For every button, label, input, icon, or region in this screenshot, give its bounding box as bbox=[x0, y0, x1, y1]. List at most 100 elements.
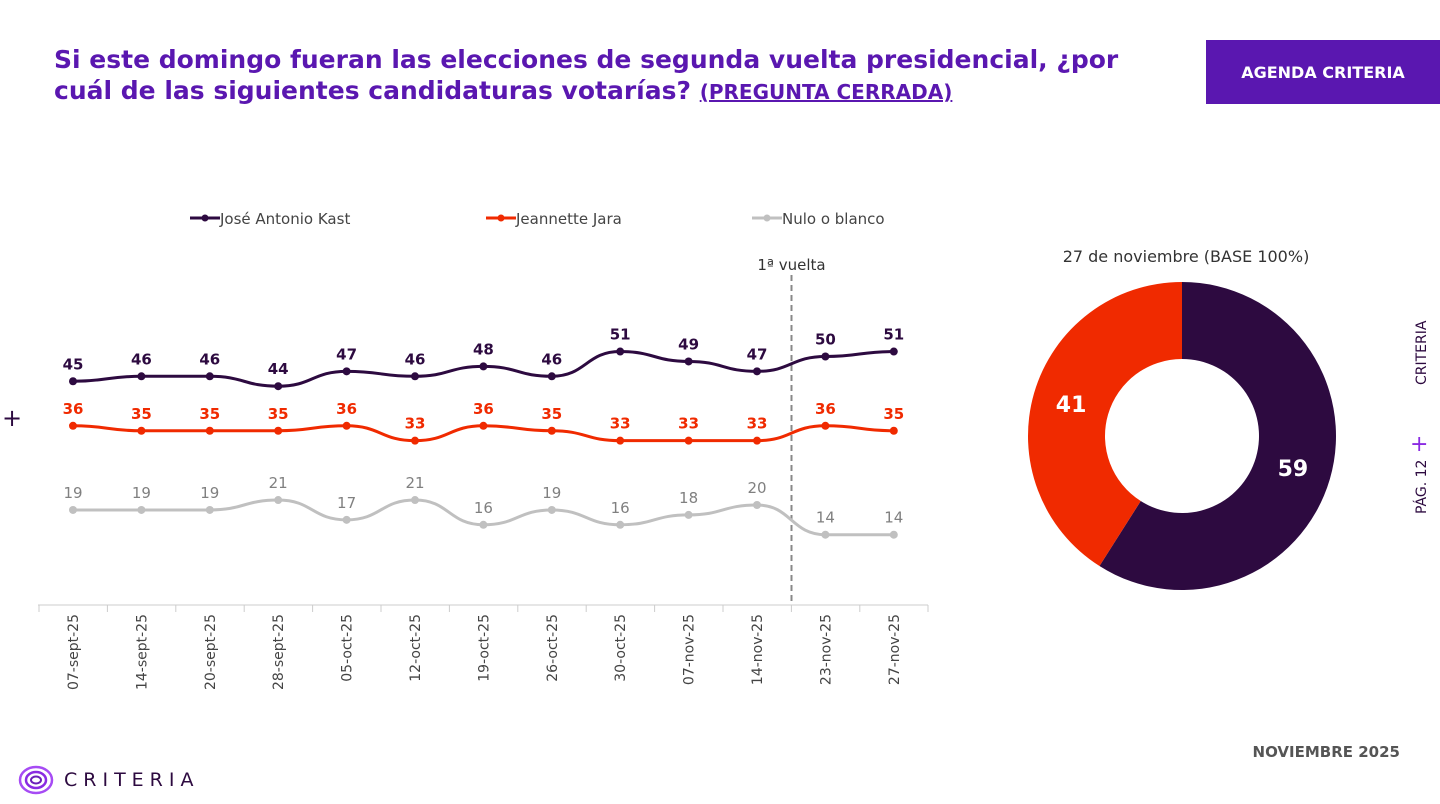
legend-marker bbox=[497, 214, 505, 222]
data-label: 14 bbox=[884, 509, 903, 527]
data-label: 46 bbox=[541, 350, 562, 368]
data-label: 47 bbox=[747, 345, 768, 363]
data-label: 50 bbox=[815, 331, 836, 349]
data-label: 33 bbox=[610, 415, 631, 433]
data-label: 33 bbox=[747, 415, 768, 433]
report-date: NOVIEMBRE 2025 bbox=[1252, 743, 1400, 761]
data-label: 17 bbox=[337, 494, 356, 512]
data-point bbox=[342, 421, 351, 430]
data-label: 36 bbox=[473, 400, 494, 418]
criteria-logo: CRITERIA bbox=[18, 762, 200, 798]
data-point bbox=[753, 367, 761, 376]
data-point bbox=[616, 520, 625, 529]
data-point bbox=[889, 426, 898, 435]
data-label: 19 bbox=[63, 484, 82, 502]
data-point bbox=[137, 505, 146, 514]
data-point bbox=[411, 496, 419, 505]
data-point bbox=[753, 501, 761, 509]
data-point bbox=[684, 357, 693, 366]
data-point bbox=[616, 436, 625, 445]
data-point bbox=[889, 347, 898, 356]
data-label: 33 bbox=[678, 415, 699, 433]
donut-title: 27 de noviembre (BASE 100%) bbox=[1063, 247, 1310, 266]
data-point bbox=[547, 372, 556, 381]
data-label: 35 bbox=[199, 405, 220, 423]
data-point bbox=[274, 496, 283, 505]
data-point bbox=[889, 530, 898, 539]
legend-marker bbox=[763, 214, 771, 222]
data-label: 19 bbox=[200, 484, 219, 502]
data-point bbox=[411, 436, 419, 445]
data-label: 20 bbox=[747, 479, 766, 497]
data-point bbox=[205, 372, 214, 381]
first-round-label: 1ª vuelta bbox=[757, 256, 825, 274]
side-label: CRITERIA + PÁG. 12 bbox=[1410, 310, 1434, 520]
data-label: 49 bbox=[678, 335, 699, 353]
data-label: 46 bbox=[199, 350, 220, 368]
x-tick-label: 07-sept-25 bbox=[66, 614, 82, 690]
data-point bbox=[547, 426, 556, 435]
data-point bbox=[821, 530, 830, 539]
data-point bbox=[342, 367, 351, 376]
legend-label: Nulo o blanco bbox=[782, 210, 885, 228]
data-label: 16 bbox=[474, 499, 493, 517]
data-label: 35 bbox=[268, 405, 289, 423]
data-label: 36 bbox=[336, 400, 357, 418]
data-label: 36 bbox=[815, 400, 836, 418]
data-label: 35 bbox=[131, 405, 152, 423]
donut-slice bbox=[1028, 282, 1182, 567]
slice-label: 41 bbox=[1056, 393, 1087, 418]
data-label: 46 bbox=[405, 350, 426, 368]
data-label: 16 bbox=[611, 499, 630, 517]
x-tick-label: 07-nov-25 bbox=[682, 614, 698, 685]
data-point bbox=[69, 421, 77, 430]
x-tick-label: 30-oct-25 bbox=[613, 614, 629, 682]
data-label: 46 bbox=[131, 350, 152, 368]
legend-label: José Antonio Kast bbox=[219, 210, 350, 228]
question-type: (PREGUNTA CERRADA) bbox=[699, 80, 953, 104]
data-label: 44 bbox=[268, 360, 289, 378]
logo-icon bbox=[18, 765, 54, 795]
x-tick-label: 05-oct-25 bbox=[340, 614, 356, 682]
data-label: 21 bbox=[269, 474, 288, 492]
data-point bbox=[137, 372, 146, 381]
data-point bbox=[411, 372, 419, 381]
donut-slice bbox=[1099, 282, 1336, 590]
data-label: 51 bbox=[610, 326, 631, 344]
data-point bbox=[684, 436, 693, 445]
data-point bbox=[479, 520, 488, 529]
data-label: 33 bbox=[405, 415, 426, 433]
data-point bbox=[479, 362, 488, 371]
data-label: 45 bbox=[63, 355, 84, 373]
data-point bbox=[479, 421, 488, 430]
x-tick-label: 28-sept-25 bbox=[271, 614, 287, 690]
x-tick-label: 19-oct-25 bbox=[476, 614, 492, 682]
data-point bbox=[274, 426, 283, 435]
data-label: 14 bbox=[816, 509, 835, 527]
logo-text: CRITERIA bbox=[64, 769, 200, 791]
data-label: 47 bbox=[336, 345, 357, 363]
data-point bbox=[205, 426, 214, 435]
plus-icon: + bbox=[1410, 432, 1429, 457]
agenda-badge: AGENDA CRITERIA bbox=[1206, 40, 1440, 104]
data-label: 51 bbox=[883, 326, 904, 344]
data-label: 18 bbox=[679, 489, 698, 507]
legend-marker bbox=[201, 214, 209, 222]
legend-label: Jeannette Jara bbox=[515, 210, 622, 228]
x-tick-label: 27-nov-25 bbox=[887, 614, 903, 685]
data-label: 19 bbox=[542, 484, 561, 502]
data-point bbox=[342, 515, 351, 524]
data-point bbox=[69, 377, 77, 386]
x-tick-label: 20-sept-25 bbox=[203, 614, 219, 690]
data-point bbox=[137, 426, 146, 435]
data-label: 35 bbox=[541, 405, 562, 423]
data-point bbox=[821, 421, 830, 430]
data-point bbox=[547, 505, 556, 514]
data-point bbox=[69, 505, 77, 514]
x-tick-label: 12-oct-25 bbox=[408, 614, 424, 682]
data-point bbox=[616, 347, 625, 356]
x-tick-label: 14-nov-25 bbox=[750, 614, 766, 685]
x-tick-label: 23-nov-25 bbox=[818, 614, 834, 685]
slice-label: 59 bbox=[1278, 457, 1309, 482]
